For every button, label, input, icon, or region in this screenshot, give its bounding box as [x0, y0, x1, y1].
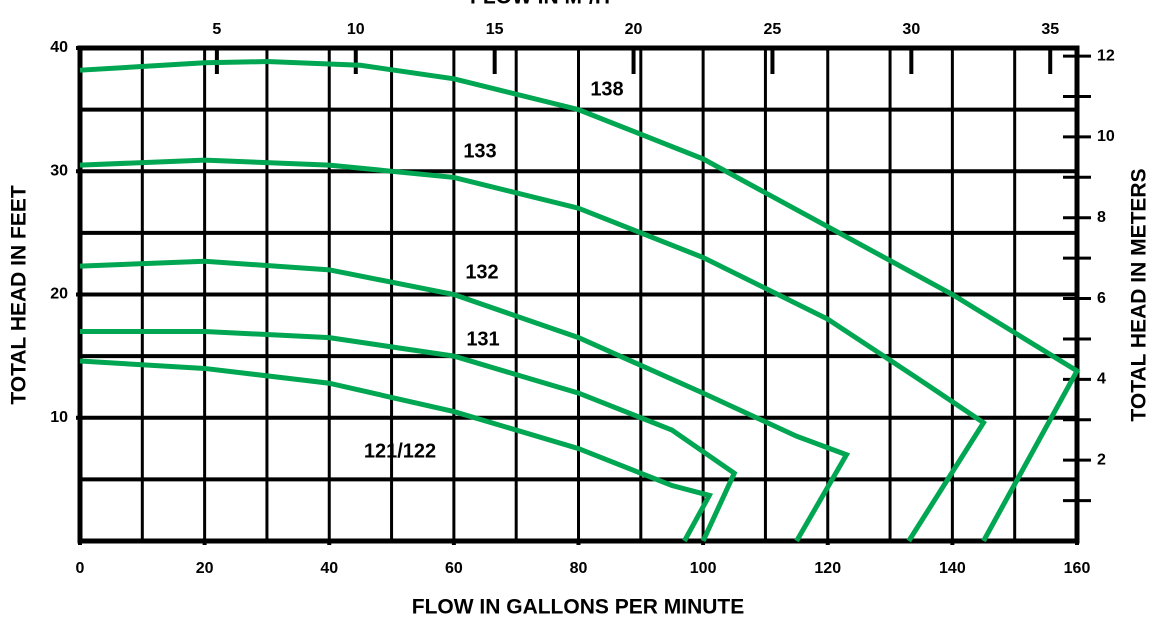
y2-axis-label: TOTAL HEAD IN METERS	[1128, 168, 1151, 421]
x-tick-label: 120	[814, 560, 841, 577]
curve-label: 131	[466, 328, 499, 350]
x-tick-label: 160	[1064, 560, 1091, 577]
pump-curve	[79, 157, 987, 543]
pump-curve	[79, 358, 714, 543]
y-tick-label: 10	[50, 409, 68, 426]
x-tick-label: 140	[939, 560, 966, 577]
x2-tick-label: 30	[902, 21, 920, 38]
top-axis-title: FLOW IN M³/H	[470, 0, 610, 9]
x2-tick-label: 35	[1041, 21, 1059, 38]
x2-tick-label: 5	[212, 21, 221, 38]
y2-tick-label: 8	[1097, 209, 1106, 226]
y-tick-label: 30	[50, 162, 68, 179]
y-tick-label: 40	[50, 39, 68, 56]
curve-label: 138	[590, 78, 623, 100]
x2-tick-label: 25	[764, 21, 782, 38]
x2-tick-label: 20	[625, 21, 643, 38]
x2-tick-label: 15	[486, 21, 504, 38]
pump-curve	[80, 328, 738, 543]
x2-tick-label: 10	[347, 21, 365, 38]
y2-tick-label: 2	[1097, 451, 1106, 468]
y-tick-label: 20	[50, 286, 68, 303]
x-tick-label: 40	[320, 560, 338, 577]
x-tick-label: 100	[690, 560, 717, 577]
curve-label: 132	[465, 261, 498, 283]
y-axis-label: TOTAL HEAD IN FEET	[8, 185, 31, 405]
y2-tick-label: 4	[1097, 371, 1106, 388]
pump-curve	[79, 59, 1081, 543]
x-tick-label: 80	[570, 560, 588, 577]
curve-label: 133	[463, 140, 496, 162]
x-axis-label: FLOW IN GALLONS PER MINUTE	[412, 596, 744, 619]
y2-tick-label: 12	[1097, 47, 1115, 64]
y2-tick-label: 6	[1097, 290, 1106, 307]
y2-tick-label: 10	[1097, 128, 1115, 145]
pump-curve	[79, 258, 851, 543]
curve-label: 121/122	[364, 440, 436, 462]
x-tick-label: 0	[76, 560, 85, 577]
x-tick-label: 20	[196, 560, 214, 577]
x-tick-label: 60	[445, 560, 463, 577]
